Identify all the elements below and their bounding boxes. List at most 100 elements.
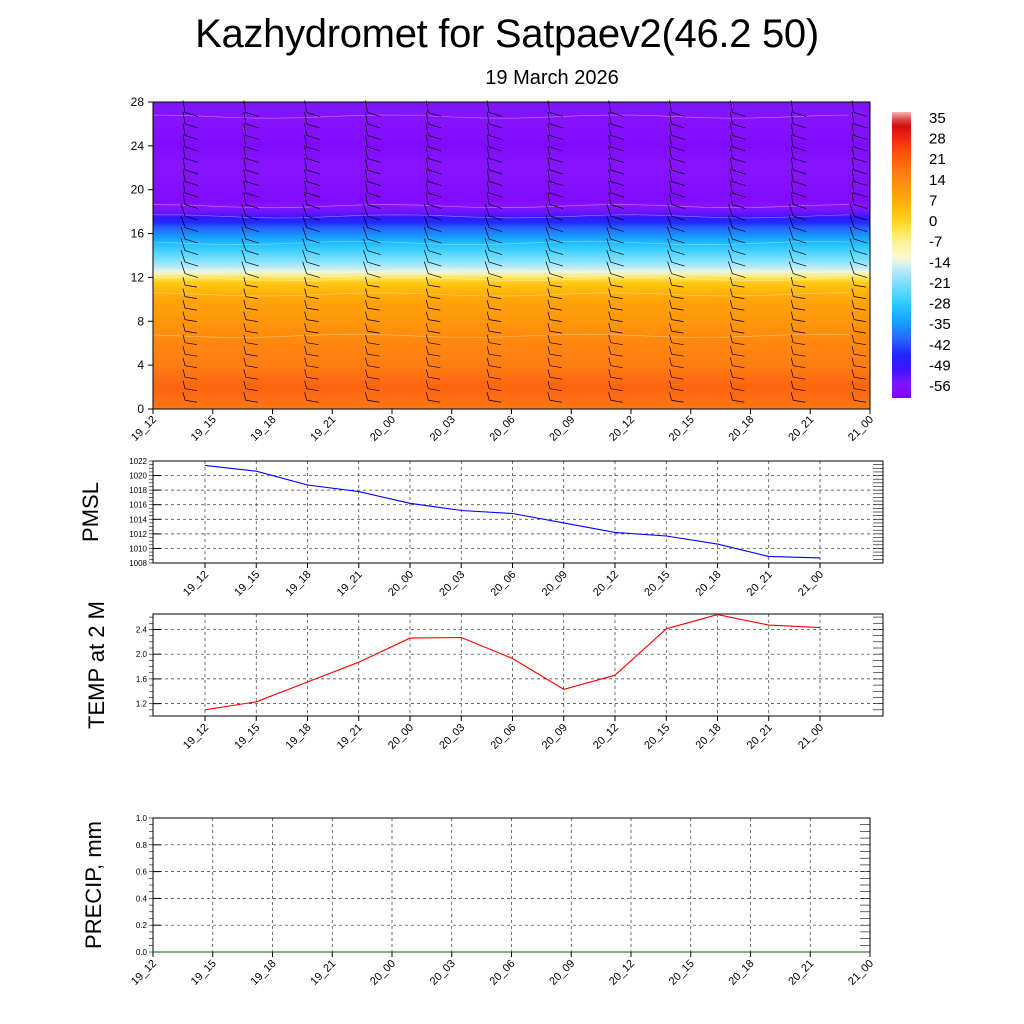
wind-barb-feather [488, 215, 503, 221]
wind-barb-feather [184, 399, 198, 403]
wind-barb-feather [549, 273, 564, 278]
wind-barb [790, 180, 794, 194]
wind-barb-feather [428, 215, 442, 221]
wind-barb-feather [732, 399, 745, 403]
x-tick-label: 21_00 [846, 958, 876, 988]
wind-barb [669, 369, 672, 378]
colorbar-label: 14 [929, 172, 946, 189]
wind-barb [486, 380, 490, 389]
wind-barb-feather [793, 399, 806, 403]
wind-barb [790, 323, 794, 332]
wind-barb [425, 369, 429, 378]
wind-barb [425, 346, 429, 355]
wind-barb [304, 134, 307, 148]
wind-barb [304, 357, 307, 366]
panel-frame [152, 460, 884, 564]
wind-barb-feather [428, 296, 441, 299]
wind-barb [849, 238, 855, 251]
wind-barb [669, 157, 672, 171]
wind-barb-feather [428, 365, 441, 369]
wind-barb-feather [428, 261, 442, 267]
wind-barb-feather [306, 215, 320, 221]
wind-barb-feather [610, 342, 623, 346]
wind-barb [486, 277, 490, 286]
wind-barb [365, 357, 368, 366]
wind-barb [851, 300, 855, 309]
wind-barb [486, 369, 490, 378]
wind-barb-feather [367, 158, 381, 163]
wind-barb [243, 380, 247, 389]
wind-barb [851, 169, 855, 182]
wind-barb [243, 169, 247, 182]
wind-barb [302, 249, 307, 263]
y-tick-label: 0 [137, 402, 144, 416]
wind-barb [728, 249, 733, 263]
wind-barb-feather [732, 388, 745, 392]
wind-barb-feather [488, 135, 503, 140]
wind-barb-feather [793, 376, 806, 380]
wind-barb-feather [245, 250, 259, 255]
wind-barb-feather [367, 284, 380, 288]
y-tick-label: 0.2 [136, 921, 148, 930]
wind-barb-feather [245, 158, 259, 163]
wind-barb-feather [610, 261, 624, 267]
wind-barb-feather [853, 192, 868, 198]
wind-barb [849, 215, 855, 228]
wind-barb-feather [367, 307, 380, 311]
wind-barb-feather [184, 273, 199, 278]
wind-barb [486, 134, 490, 148]
wind-barb-feather [549, 261, 564, 267]
wind-barb-feather [610, 250, 624, 255]
wind-barb [790, 169, 794, 182]
wind-barb-feather [184, 376, 198, 380]
wind-barb [547, 157, 551, 171]
wind-barb-feather [549, 388, 562, 392]
x-tick-label: 19_12 [181, 722, 211, 752]
y-tick-label: 1016 [129, 501, 147, 510]
wind-barb-feather [671, 284, 684, 288]
wind-barb-feather [367, 238, 381, 244]
wind-barb [547, 111, 551, 124]
wind-barb [425, 357, 429, 366]
wind-barb-feather [671, 215, 685, 221]
wind-barb [243, 323, 247, 332]
x-tick-label: 19_21 [335, 569, 365, 599]
isotherm-line [152, 333, 850, 338]
wind-barb [545, 226, 551, 240]
wind-barb [304, 311, 307, 320]
wind-barb [547, 146, 551, 159]
wind-barb [304, 392, 307, 401]
y-tick-label: 16 [131, 227, 145, 241]
wind-barb-feather [610, 296, 623, 299]
wind-barb [484, 203, 490, 217]
wind-barb-feather [732, 169, 746, 175]
wind-barb-feather [610, 388, 623, 392]
wind-barb-feather [488, 238, 503, 244]
wind-barb [608, 380, 612, 389]
wind-barb-feather [549, 227, 564, 232]
y-tick-label: 1020 [129, 472, 147, 481]
wind-barb [302, 238, 307, 251]
colorbar-label: -7 [929, 234, 942, 251]
x-tick-label: 19_18 [284, 569, 314, 599]
wind-barb [182, 169, 186, 182]
wind-barb-feather [489, 353, 502, 357]
wind-barb-feather [671, 330, 684, 334]
wind-barb [547, 277, 551, 286]
isotherm-line [152, 277, 850, 282]
wind-barb-feather [367, 261, 381, 267]
wind-barb-feather [488, 227, 503, 232]
wind-barb [851, 123, 855, 136]
x-tick-label: 20_18 [694, 569, 724, 599]
x-tick-label: 20_15 [667, 958, 697, 988]
wind-barb-feather [306, 261, 320, 267]
wind-barb [790, 369, 794, 378]
page-title: Kazhydromet for Satpaev2(46.2 50) [195, 12, 819, 56]
wind-barb [790, 392, 794, 401]
isotherm-line [152, 268, 850, 273]
wind-barb-feather [793, 388, 806, 392]
wind-barb [182, 111, 186, 124]
wind-barb-feather [671, 158, 685, 163]
wind-barb-feather [671, 376, 684, 380]
wind-barb-feather [610, 158, 624, 163]
